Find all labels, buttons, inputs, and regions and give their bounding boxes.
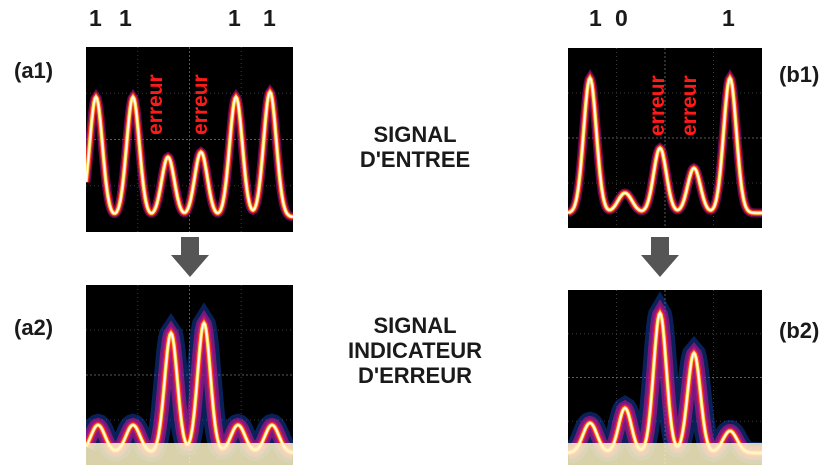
caption-error-line-1: SIGNAL [373,313,457,338]
error-label-a1-2: erreur [189,74,212,135]
error-label-b1-1: erreur [646,75,669,136]
trace-a2 [86,285,293,465]
error-label-b1-2: erreur [678,75,701,136]
trace-b1 [568,48,762,228]
caption-input-line-1: SIGNAL [373,122,457,147]
caption-input-line-2: D'ENTREE [359,147,471,172]
down-arrow-a [171,237,209,277]
bit-a-3: 1 [228,5,241,31]
label-b1: (b1) [779,62,820,87]
bit-b-1: 1 [589,5,602,31]
scope-b1: erreur erreur [568,48,762,228]
trace-a1 [86,47,293,232]
label-a2: (a2) [14,315,54,340]
caption-input-signal: SIGNAL D'ENTREE [340,122,490,172]
scope-a1: erreur erreur [86,47,293,232]
label-a1: (a1) [14,58,54,83]
bit-a-2: 1 [119,5,132,31]
bit-a-1: 1 [89,5,102,31]
error-label-a1-1: erreur [144,74,167,135]
trace-b2 [568,290,762,465]
bit-b-3: 1 [722,5,735,31]
bit-a-4: 1 [263,5,276,31]
label-b2: (b2) [779,318,820,343]
caption-error-line-2: INDICATEUR [347,338,483,363]
bit-b-2: 0 [615,5,628,31]
caption-error-line-3: D'ERREUR [357,363,473,388]
down-arrow-b [641,237,679,277]
scope-a2 [86,285,293,465]
caption-error-signal: SIGNAL INDICATEUR D'ERREUR [320,313,510,388]
scope-b2 [568,290,762,465]
